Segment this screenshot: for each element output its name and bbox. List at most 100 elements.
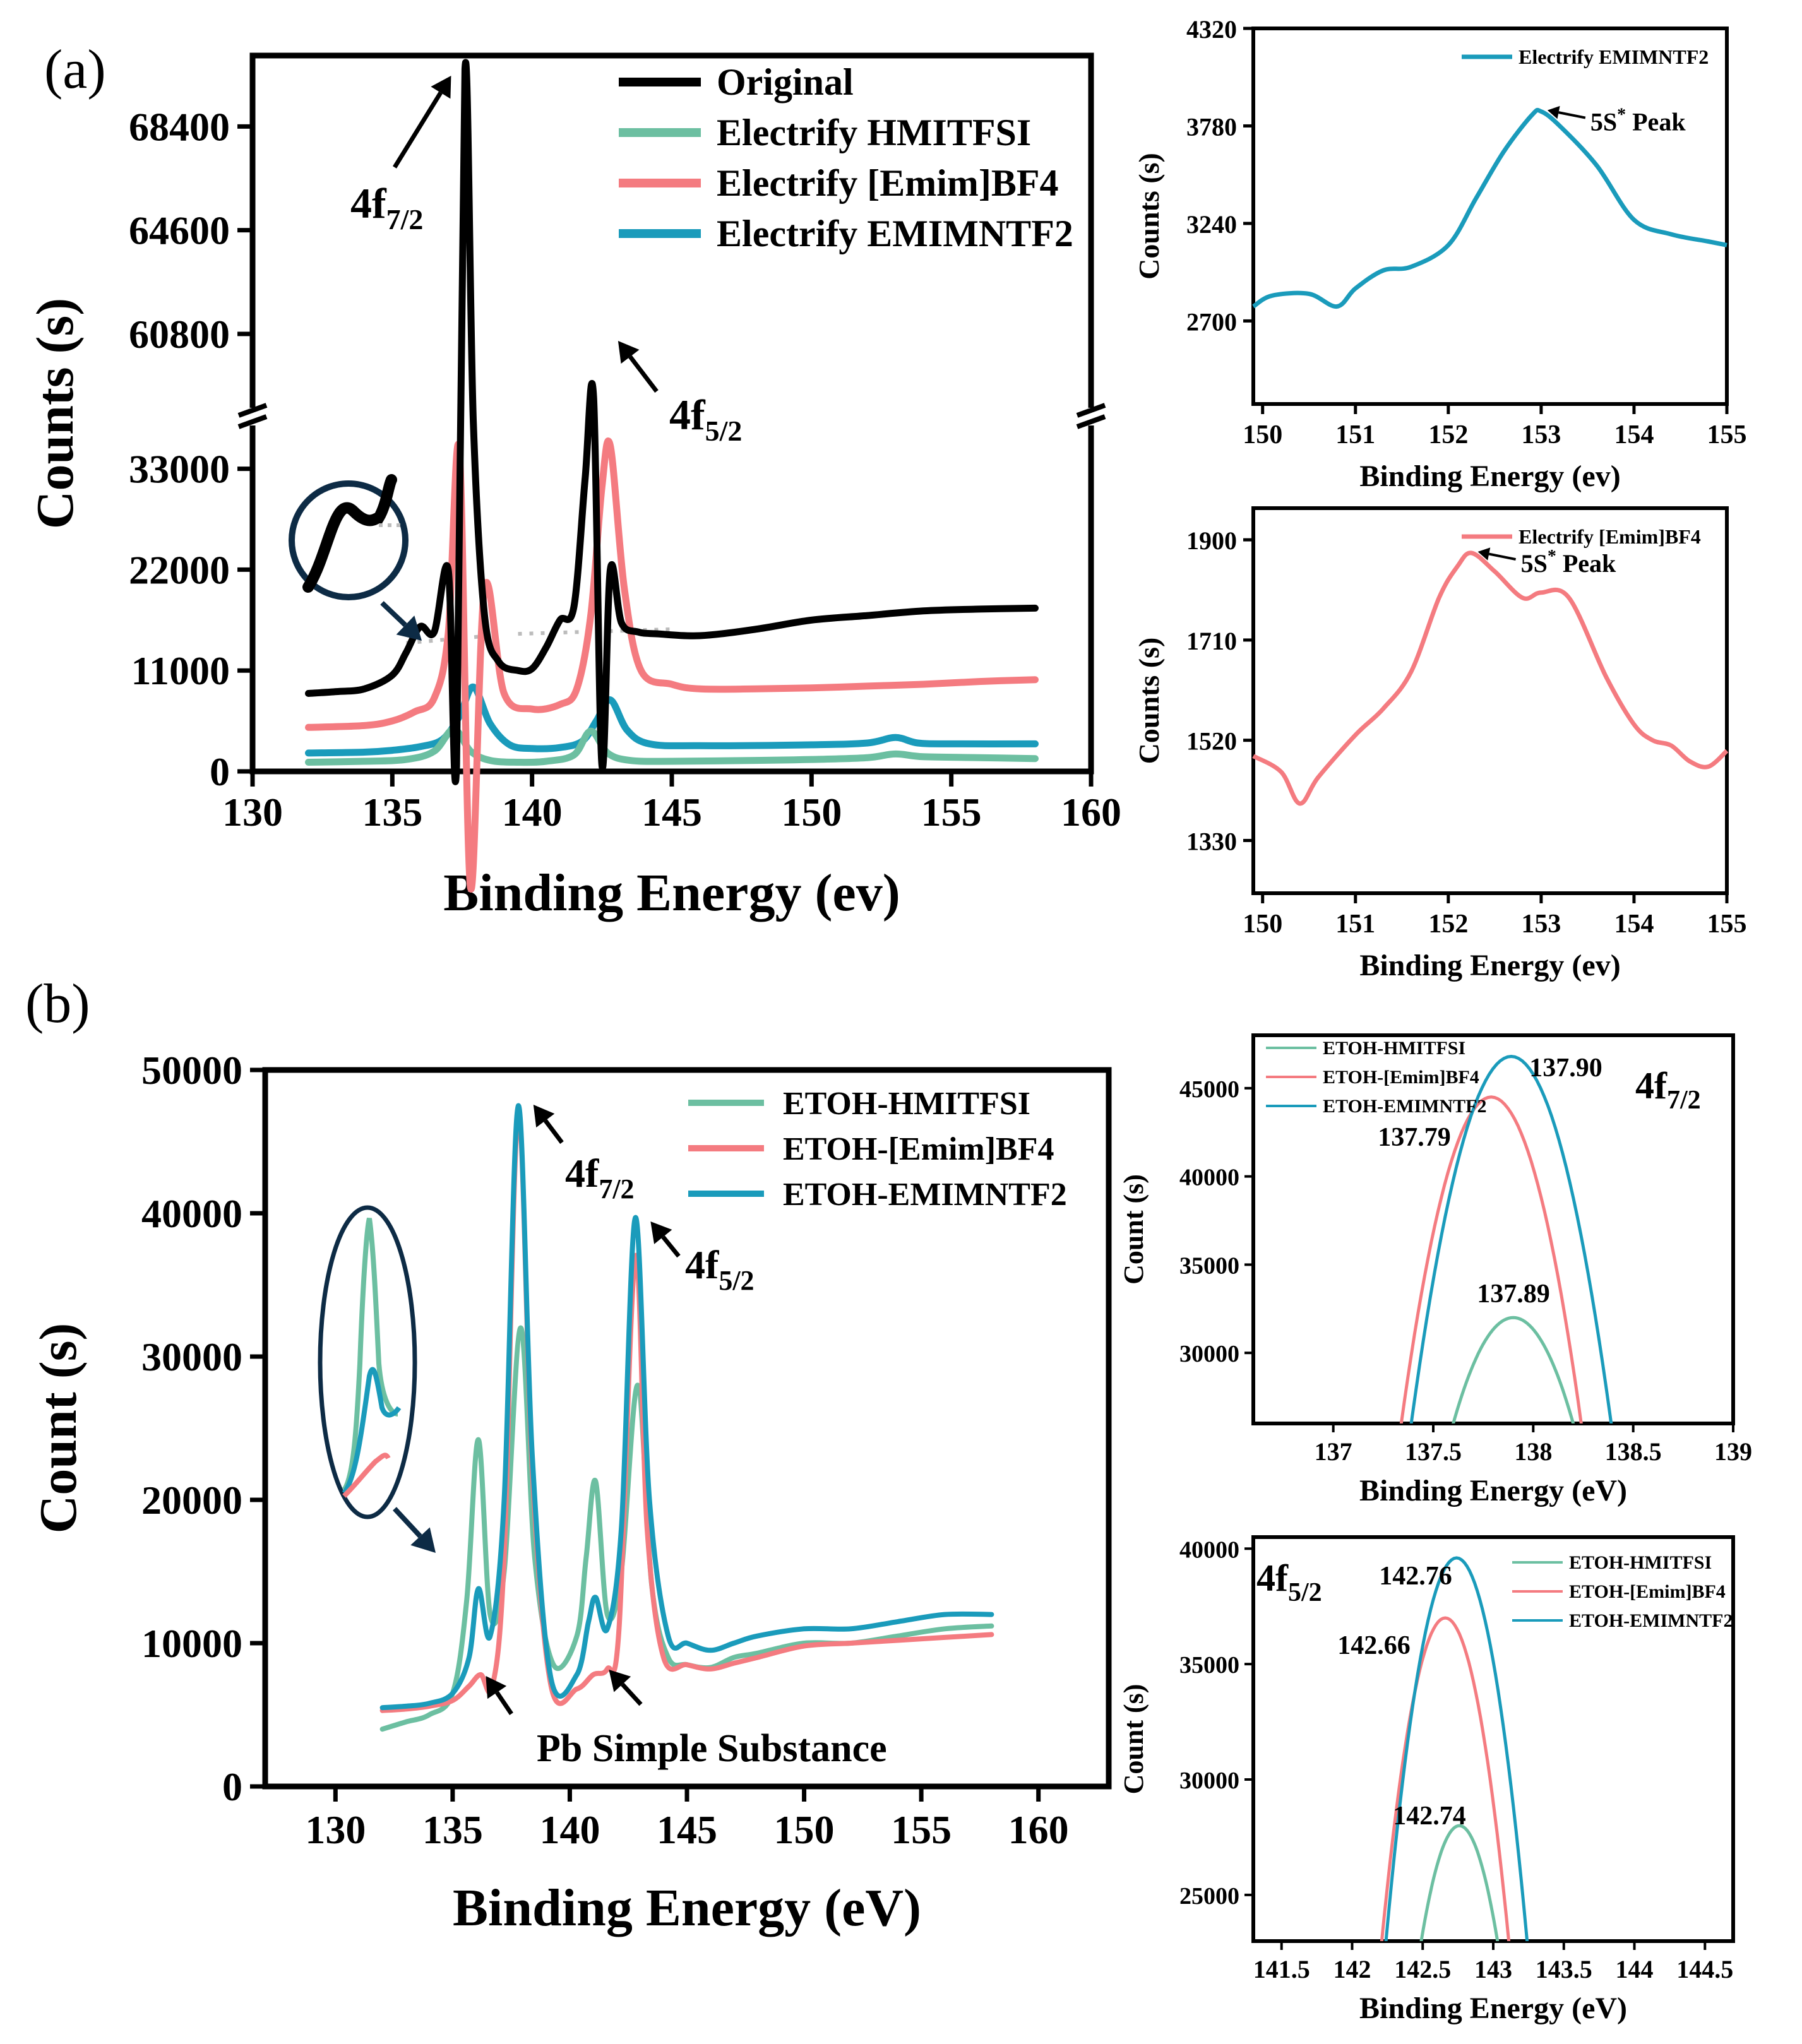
chart-b-inset_bottom: 141.5 142 142.5 143 143.5 144 144.5 25000 30000 3… <box>1118 1535 1735 2025</box>
x-tick-label: 138.5 <box>1605 1437 1662 1466</box>
peak-curve-etoh-emim-bf4 <box>1399 1095 1583 1423</box>
peak-value-label: 142.66 <box>1337 1631 1411 1660</box>
series-line-etoh-hmitfsi <box>379 1325 994 1732</box>
x-tick-label: 160 <box>1061 790 1121 835</box>
annotation-arrow <box>618 341 659 393</box>
zoom-detail-line <box>342 1218 398 1492</box>
arrow-head <box>396 615 422 641</box>
inset-title: 4f5/2 <box>1256 1557 1322 1607</box>
x-tick-label: 150 <box>774 1807 835 1852</box>
inset-title-main: 4f <box>1635 1065 1668 1107</box>
arrow-shaft <box>393 91 443 169</box>
arrow-head <box>618 341 640 364</box>
legend-label: ETOH-HMITFSI <box>783 1086 1030 1122</box>
annotation-sub: 7/2 <box>599 1174 634 1204</box>
y-tick-label: 1330 <box>1186 827 1237 855</box>
y-tick-label: 35000 <box>1179 1652 1239 1679</box>
y-axis-label: Counts (s) <box>26 298 85 529</box>
y-tick-label: 2700 <box>1186 307 1237 336</box>
x-tick-label: 152 <box>1428 420 1468 449</box>
x-tick-label: 139 <box>1714 1437 1752 1466</box>
annotation-4f52: 4f5/2 <box>669 391 742 447</box>
x-tick-label: 138 <box>1514 1437 1552 1466</box>
x-tick-label: 142.5 <box>1394 1955 1451 1983</box>
legend-label: ETOH-[Emim]BF4 <box>1323 1067 1479 1088</box>
legend-label: Electrify EMIMNTF2 <box>1519 45 1709 68</box>
arrow-shaft <box>621 1682 643 1706</box>
peaks-group <box>1380 1556 1529 1941</box>
arrow-shaft <box>661 1235 681 1258</box>
x-tick-label: 141.5 <box>1253 1955 1310 1983</box>
peak-curve-etoh-emim-bf4 <box>1380 1616 1511 1941</box>
inset-title-main: 4f <box>1256 1557 1289 1599</box>
arrow-shaft <box>1488 552 1516 561</box>
y-axis-label: Count (s) <box>1118 1174 1149 1285</box>
y-tick-label: 40000 <box>141 1191 242 1236</box>
y-tick-label: 35000 <box>1179 1252 1239 1279</box>
y-tick-label: 3780 <box>1186 112 1237 141</box>
series-line <box>1252 550 1729 806</box>
y-axis-label: Count (s) <box>1118 1684 1149 1795</box>
annotation-rest: Peak <box>1556 549 1616 578</box>
arrow-shaft <box>1558 111 1586 119</box>
x-tick-label: 155 <box>921 790 982 835</box>
legend-label: ETOH-EMIMNTF2 <box>1569 1610 1733 1631</box>
y-tick-label: 25000 <box>1179 1883 1239 1910</box>
peak-value-label: 137.89 <box>1477 1280 1550 1309</box>
peak-annotation: 5S* Peak <box>1521 547 1616 578</box>
peak-value-label: 137.90 <box>1529 1054 1602 1083</box>
y-tick-label: 0 <box>222 1764 242 1809</box>
y-tick-label: 10000 <box>141 1621 242 1666</box>
legend-label: ETOH-HMITFSI <box>1323 1038 1465 1059</box>
panel-label-a: (a) <box>44 39 106 100</box>
annotation-pb-simple-substance: Pb Simple Substance <box>537 1727 887 1770</box>
annotation-sub: 5/2 <box>719 1265 754 1296</box>
arrow-head <box>431 76 451 99</box>
arrow-shaft <box>393 1507 422 1538</box>
zoom-arrow <box>380 601 422 641</box>
y-tick-label: 30000 <box>1179 1341 1239 1367</box>
x-tick-label: 135 <box>422 1807 483 1852</box>
annotation-4f52: 4f5/2 <box>685 1242 755 1296</box>
chart-b-main: 130 135 140 145 150 155 160 0 10000 20000 30000 400… <box>29 1048 1112 1937</box>
x-axis-label: Binding Energy (ev) <box>443 864 900 922</box>
x-tick-label: 140 <box>502 790 563 835</box>
x-tick-label: 155 <box>1707 910 1747 939</box>
x-tick-label: 160 <box>1008 1807 1069 1852</box>
y-tick-label: 40000 <box>1179 1536 1239 1563</box>
arrow-shaft <box>495 1691 513 1715</box>
zoom-detail-line <box>342 1367 402 1495</box>
annotation-arrow <box>486 1676 513 1715</box>
y-axis-label: Counts (s) <box>1133 153 1165 280</box>
plot-frame <box>1251 506 1729 895</box>
y-tick-label: 1520 <box>1186 727 1237 756</box>
zoom-detail-line <box>342 1453 391 1498</box>
x-axis-label: Binding Energy (eV) <box>1359 1474 1627 1507</box>
legend-label: ETOH-HMITFSI <box>1569 1552 1712 1573</box>
peak-curve-etoh-emimntf2 <box>1384 1556 1529 1941</box>
panel-label-b: (b) <box>25 973 90 1035</box>
zoom-ellipse <box>318 1205 417 1519</box>
x-tick-label: 145 <box>657 1807 717 1852</box>
peaks-group <box>1399 1054 1613 1423</box>
zoom-arrow <box>393 1507 436 1553</box>
legend-label: Original <box>717 61 854 103</box>
legend-label: ETOH-[Emim]BF4 <box>783 1131 1054 1167</box>
y-axis-label: Count (s) <box>29 1323 88 1534</box>
peak-value-label: 142.76 <box>1379 1562 1452 1591</box>
peak-annotation: 5S* Peak <box>1590 105 1686 136</box>
annotation-sub: 5/2 <box>705 415 743 447</box>
x-tick-label: 155 <box>1707 420 1747 449</box>
y-tick-label: 1900 <box>1186 526 1237 555</box>
x-tick-label: 144.5 <box>1676 1955 1733 1983</box>
arrow-shaft <box>543 1119 564 1144</box>
legend-label: Electrify EMIMNTF2 <box>717 213 1073 254</box>
x-tick-label: 130 <box>222 790 283 835</box>
chart-a-inset_bottom: 150 151 152 153 154 155 1330 1520 1710 1900 Bindin… <box>1133 506 1747 982</box>
annotation-sub: 7/2 <box>386 203 424 235</box>
chart-a-main: 130 135 140 145 150 155 160 0 11000 22000 33000 608… <box>26 52 1121 922</box>
y-tick-label: 40000 <box>1179 1165 1239 1191</box>
peak-curve-etoh-hmitfsi <box>1452 1316 1575 1423</box>
x-tick-label: 137.5 <box>1405 1437 1462 1466</box>
